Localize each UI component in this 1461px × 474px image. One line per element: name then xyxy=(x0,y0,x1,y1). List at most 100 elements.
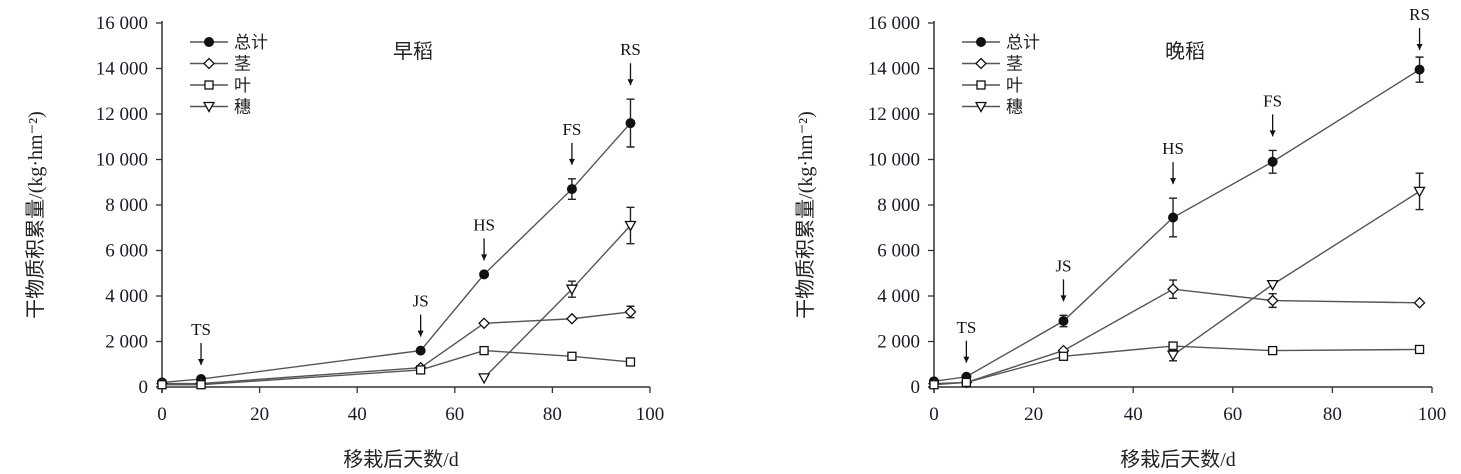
data-point xyxy=(415,345,426,356)
arrow-head-icon xyxy=(417,330,424,337)
arrow-head-icon xyxy=(627,79,634,86)
y-tick-label: 12 000 xyxy=(868,104,920,125)
legend-label: 穗 xyxy=(1006,98,1023,117)
legend-marker xyxy=(975,57,987,70)
series-0 xyxy=(157,98,636,388)
y-tick-label: 14 000 xyxy=(868,59,920,80)
x-axis-label: 移栽后天数/d xyxy=(1120,448,1236,471)
y-tick-label: 14 000 xyxy=(96,59,148,80)
data-point xyxy=(477,373,491,385)
series-2 xyxy=(157,345,636,390)
legend-marker xyxy=(976,80,986,90)
data-point xyxy=(415,365,426,375)
data-point xyxy=(1267,345,1278,356)
data-point xyxy=(1266,294,1279,307)
x-tick-label: 40 xyxy=(348,404,367,425)
x-tick-label: 60 xyxy=(445,404,464,425)
x-tick-label: 80 xyxy=(543,404,562,425)
x-tick-label: 40 xyxy=(1124,404,1143,425)
y-axis-label: 干物质积累量/(kg·hm⁻²) xyxy=(24,111,47,319)
data-point xyxy=(479,269,490,280)
arrow-head-icon xyxy=(1269,130,1276,137)
data-point xyxy=(625,357,636,367)
y-tick-label: 6 000 xyxy=(105,241,148,262)
y-axis-label: 干物质积累量/(kg·hm⁻²) xyxy=(794,111,817,319)
series-2 xyxy=(929,341,1425,390)
chart-title: 早稻 xyxy=(393,40,433,63)
arrow-head-icon xyxy=(1416,44,1423,50)
arrow-head-icon xyxy=(963,356,970,363)
legend-marker xyxy=(202,101,216,113)
data-point xyxy=(196,380,206,390)
arrow-head-icon xyxy=(1170,178,1177,185)
stage-label: TS xyxy=(191,320,211,339)
data-point xyxy=(624,306,637,318)
x-tick-label: 20 xyxy=(250,404,269,425)
series-0 xyxy=(929,56,1425,387)
x-tick-label: 60 xyxy=(1223,404,1242,425)
stage-label: HS xyxy=(1162,139,1184,158)
y-tick-label: 10 000 xyxy=(868,150,920,171)
arrow-head-icon xyxy=(568,158,575,165)
y-tick-label: 4 000 xyxy=(877,286,920,307)
x-axis-label: 移栽后天数/d xyxy=(343,448,459,471)
data-point xyxy=(1413,296,1426,309)
data-point xyxy=(1267,156,1278,167)
data-point xyxy=(1167,283,1179,296)
series-line xyxy=(933,345,1420,386)
stage-label: FS xyxy=(562,120,581,139)
data-point xyxy=(565,284,579,296)
data-point xyxy=(478,317,490,330)
arrow-head-icon xyxy=(1060,295,1067,302)
arrow-head-icon xyxy=(198,359,205,366)
legend-label: 茎 xyxy=(1006,55,1023,74)
data-point xyxy=(1413,186,1426,198)
x-tick-label: 100 xyxy=(636,404,665,425)
series-line xyxy=(162,311,631,385)
series-1 xyxy=(156,305,637,390)
legend-label: 茎 xyxy=(234,55,251,74)
y-tick-label: 0 xyxy=(911,377,921,398)
data-point xyxy=(1414,64,1425,75)
y-tick-label: 8 000 xyxy=(105,195,148,216)
data-point xyxy=(961,377,972,388)
data-point xyxy=(1058,316,1069,327)
data-point xyxy=(566,312,578,325)
stage-label: HS xyxy=(473,215,495,234)
legend-label: 叶 xyxy=(234,76,251,95)
y-tick-label: 10 000 xyxy=(96,150,148,171)
series-line xyxy=(161,122,632,384)
stage-label: TS xyxy=(956,318,976,337)
data-point xyxy=(624,220,637,232)
stage-label: JS xyxy=(413,292,429,311)
y-tick-label: 16 000 xyxy=(868,13,920,34)
legend-marker xyxy=(976,37,986,47)
late-rice-chart: 0 2 000 4 000 6 000 8 000 10 000 12 000 14 000 1… xyxy=(794,5,1446,471)
series-line xyxy=(933,69,1420,383)
data-point xyxy=(1166,350,1180,362)
y-tick-label: 6 000 xyxy=(877,241,920,262)
data-point xyxy=(479,345,489,356)
series-3 xyxy=(1166,172,1426,362)
data-point xyxy=(929,380,939,390)
early-rice-chart: 0 2 000 4 000 6 000 8 000 10 000 12 000 14 000 1… xyxy=(24,13,664,471)
legend-label: 叶 xyxy=(1006,76,1023,95)
data-point xyxy=(1414,344,1425,355)
legend-marker xyxy=(203,57,215,70)
legend-marker xyxy=(204,37,214,47)
series-line xyxy=(1172,190,1420,356)
y-tick-label: 2 000 xyxy=(877,332,920,353)
series-line xyxy=(933,288,1420,385)
series-3 xyxy=(477,206,637,385)
data-point xyxy=(567,351,577,361)
stage-label: FS xyxy=(1263,91,1282,110)
x-tick-label: 20 xyxy=(1024,404,1043,425)
stage-label: RS xyxy=(620,40,641,59)
data-point xyxy=(1168,212,1179,223)
x-tick-label: 0 xyxy=(157,404,167,425)
y-tick-label: 2 000 xyxy=(105,332,148,353)
legend-marker xyxy=(204,80,214,90)
legend-label: 总计 xyxy=(234,33,268,52)
series-line xyxy=(162,349,631,386)
data-point xyxy=(625,118,636,129)
